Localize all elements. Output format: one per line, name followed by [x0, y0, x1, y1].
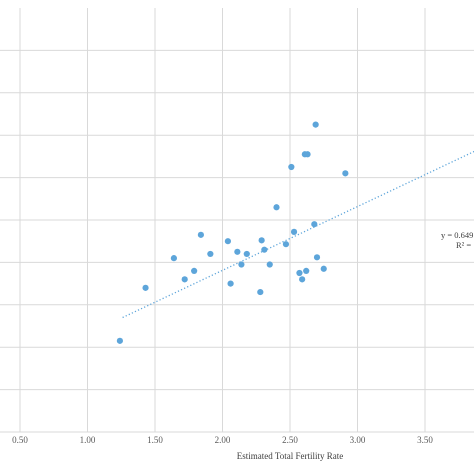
data-point — [261, 246, 268, 253]
x-tick-label: 3.00 — [350, 435, 366, 445]
data-point — [170, 255, 177, 262]
trendline — [122, 150, 474, 319]
y-gridlines — [0, 49, 474, 433]
data-point — [234, 248, 241, 255]
data-point — [207, 250, 214, 258]
data-point — [243, 250, 250, 258]
data-point — [257, 288, 264, 296]
data-point — [238, 261, 245, 268]
x-tick-label: 2.00 — [215, 435, 231, 445]
data-point — [290, 228, 298, 235]
data-points — [116, 121, 349, 344]
data-point — [258, 237, 265, 244]
x-tick-label: 1.50 — [147, 435, 163, 445]
x-gridlines — [19, 8, 426, 432]
data-point — [116, 337, 123, 344]
trendline-equation: y = 0.649 — [441, 230, 473, 240]
data-point — [266, 261, 273, 268]
x-tick-label: 3.50 — [417, 435, 433, 445]
data-point — [181, 276, 188, 283]
data-point — [303, 267, 310, 274]
data-point — [282, 241, 290, 248]
x-tick-labels: 0.50 1.00 1.50 2.00 2.50 3.00 3.50 — [12, 435, 433, 445]
data-point — [296, 269, 303, 277]
data-point — [288, 163, 295, 171]
data-point — [312, 121, 319, 128]
data-point — [142, 284, 149, 291]
trendline-r-squared: R² = — [456, 240, 471, 250]
x-tick-label: 1.00 — [80, 435, 96, 445]
data-point — [197, 231, 204, 238]
data-point — [191, 267, 198, 274]
data-point — [342, 170, 349, 177]
data-point — [273, 204, 280, 211]
data-point — [320, 265, 327, 272]
data-point — [313, 254, 321, 261]
data-point — [299, 276, 306, 283]
data-point — [304, 151, 311, 158]
data-point — [224, 238, 231, 245]
data-point — [227, 280, 234, 287]
x-tick-label: 2.50 — [282, 435, 298, 445]
x-axis-title: Estimated Total Fertility Rate — [237, 451, 343, 461]
data-point — [311, 221, 318, 228]
x-tick-label: 0.50 — [12, 435, 28, 445]
